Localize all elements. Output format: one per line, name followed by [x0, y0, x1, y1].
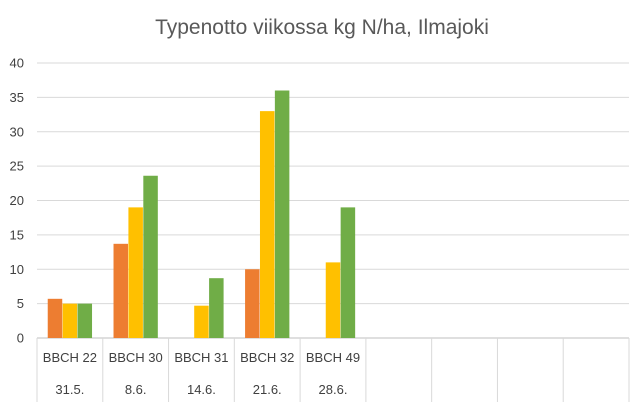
- category-stage-label: BBCH 30: [109, 350, 163, 365]
- category-date-label: 28.6.: [319, 382, 348, 397]
- bar: [113, 243, 129, 338]
- bar: [47, 298, 63, 338]
- y-tick-label: 25: [10, 159, 24, 174]
- y-tick-label: 20: [10, 193, 24, 208]
- y-tick-label: 10: [10, 262, 24, 277]
- bar: [325, 262, 341, 338]
- category-stage-label: BBCH 31: [174, 350, 228, 365]
- y-tick-label: 15: [10, 227, 24, 242]
- category-date-label: 14.6.: [187, 382, 216, 397]
- bar: [340, 207, 356, 338]
- y-tick-label: 5: [17, 296, 24, 311]
- bar: [143, 175, 158, 338]
- y-tick-label: 0: [17, 331, 24, 346]
- y-tick-label: 30: [10, 124, 24, 139]
- bar: [245, 269, 260, 338]
- y-axis-ticks: 0 5 10 15 20 25 30 35 40: [10, 56, 24, 346]
- bar: [194, 305, 209, 338]
- bar: [77, 303, 93, 338]
- category-axis-table: BBCH 22 31.5. BBCH 30 8.6. BBCH 31 14.6. BBCH …: [36, 338, 630, 402]
- bar: [62, 303, 78, 338]
- category-stage-label: BBCH 22: [43, 350, 97, 365]
- category-stage-label: BBCH 49: [306, 350, 360, 365]
- y-tick-label: 35: [10, 90, 24, 105]
- bar: [274, 90, 290, 338]
- chart-title: Typenotto viikossa kg N/ha, Ilmajoki: [155, 16, 489, 39]
- y-tick-label: 40: [10, 56, 24, 71]
- category-date-label: 21.6.: [253, 382, 282, 397]
- bar: [209, 278, 224, 338]
- category-date-label: 8.6.: [125, 382, 147, 397]
- bar: [259, 111, 275, 338]
- bar: [128, 207, 143, 338]
- category-stage-label: BBCH 32: [240, 350, 294, 365]
- bars: [47, 90, 356, 338]
- category-date-label: 31.5.: [55, 382, 84, 397]
